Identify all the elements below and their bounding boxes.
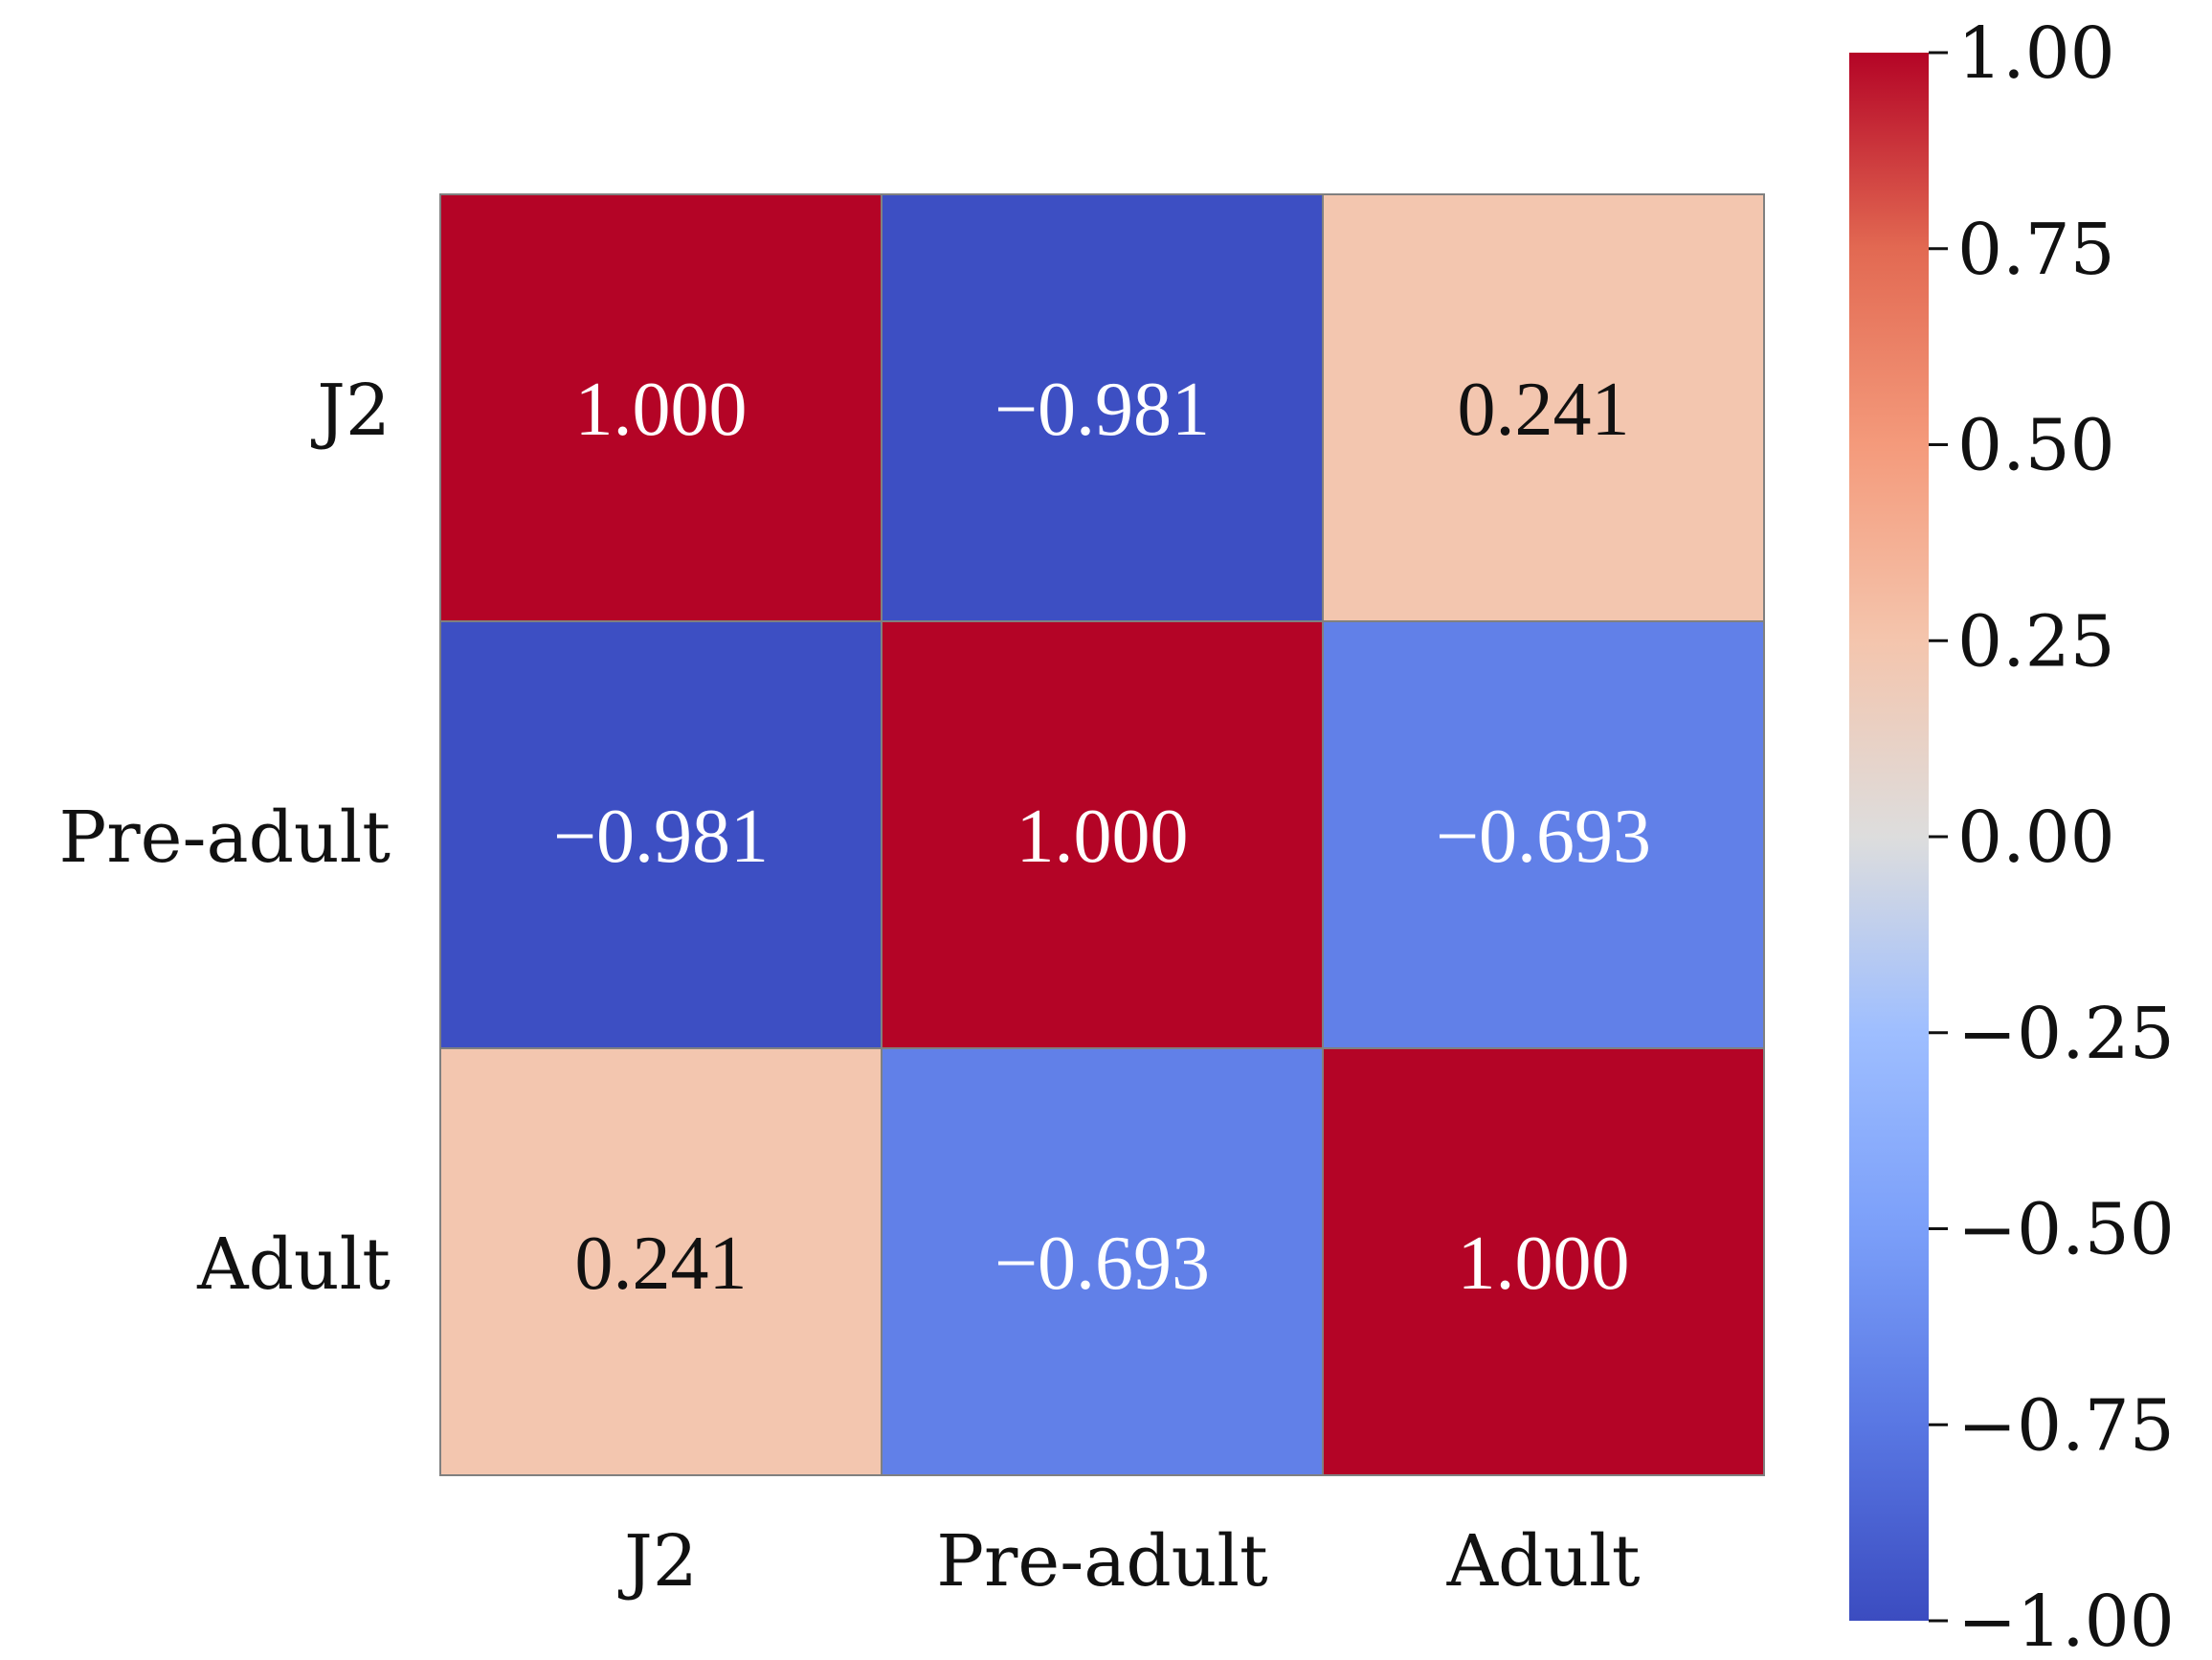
row-tick-label: Adult (196, 1223, 391, 1306)
column-labels: J2 Pre-adult Adult (617, 1520, 1641, 1603)
heatmap-cell-2-2 (1322, 1047, 1765, 1476)
colorbar-tick-label: −0.75 (1957, 1384, 2175, 1467)
row-tick-label: Pre-adult (58, 796, 391, 879)
colorbar-tick-label: −0.25 (1957, 993, 2175, 1075)
colorbar-tick-label: 0.50 (1957, 405, 2115, 487)
column-tick-label: Adult (1446, 1520, 1641, 1603)
heatmap-cell-1-1 (881, 620, 1324, 1049)
colorbar-tick-label: 0.75 (1957, 209, 2115, 291)
heatmap-cell-2-0 (439, 1047, 883, 1476)
heatmap-cell-0-1 (881, 193, 1324, 622)
cell-value-label: −0.693 (994, 1222, 1210, 1306)
colorbar: 1.00 0.75 0.50 0.25 0.00 −0.25 −0.50 −0.75 −1.00 (1849, 12, 2175, 1660)
colorbar-gradient (1849, 53, 1929, 1621)
cell-value-label: −0.981 (994, 368, 1210, 452)
cell-value-label: −0.981 (553, 795, 769, 879)
heatmap-cell-2-1 (881, 1047, 1324, 1476)
column-tick-label: Pre-adult (936, 1520, 1268, 1603)
colorbar-tick-label: −0.50 (1957, 1189, 2175, 1271)
heatmap-cell-0-0 (439, 193, 883, 622)
cell-value-label: 1.000 (1458, 1222, 1630, 1306)
column-tick-label: J2 (617, 1520, 698, 1603)
colorbar-tick-label: −1.00 (1957, 1581, 2175, 1660)
cell-value-label: −0.693 (1436, 795, 1651, 879)
colorbar-tick-label: 0.00 (1957, 796, 2115, 879)
colorbar-tick-label: 0.25 (1957, 600, 2115, 683)
colorbar-tick-label: 1.00 (1957, 12, 2115, 95)
row-tick-label: J2 (310, 370, 391, 452)
row-labels: J2 Pre-adult Adult (58, 370, 391, 1306)
cell-value-label: 0.241 (575, 1222, 748, 1306)
heatmap-cell-0-2 (1322, 193, 1765, 622)
heatmap-cell-1-0 (439, 620, 883, 1049)
heatmap-cells: 1.000 −0.981 0.241 −0.981 1.000 −0.693 0.241 −0… (439, 193, 1765, 1476)
cell-value-label: 0.241 (1458, 368, 1630, 452)
heatmap-cell-1-2 (1322, 620, 1765, 1049)
cell-value-label: 1.000 (1017, 795, 1189, 879)
cell-value-label: 1.000 (575, 368, 748, 452)
